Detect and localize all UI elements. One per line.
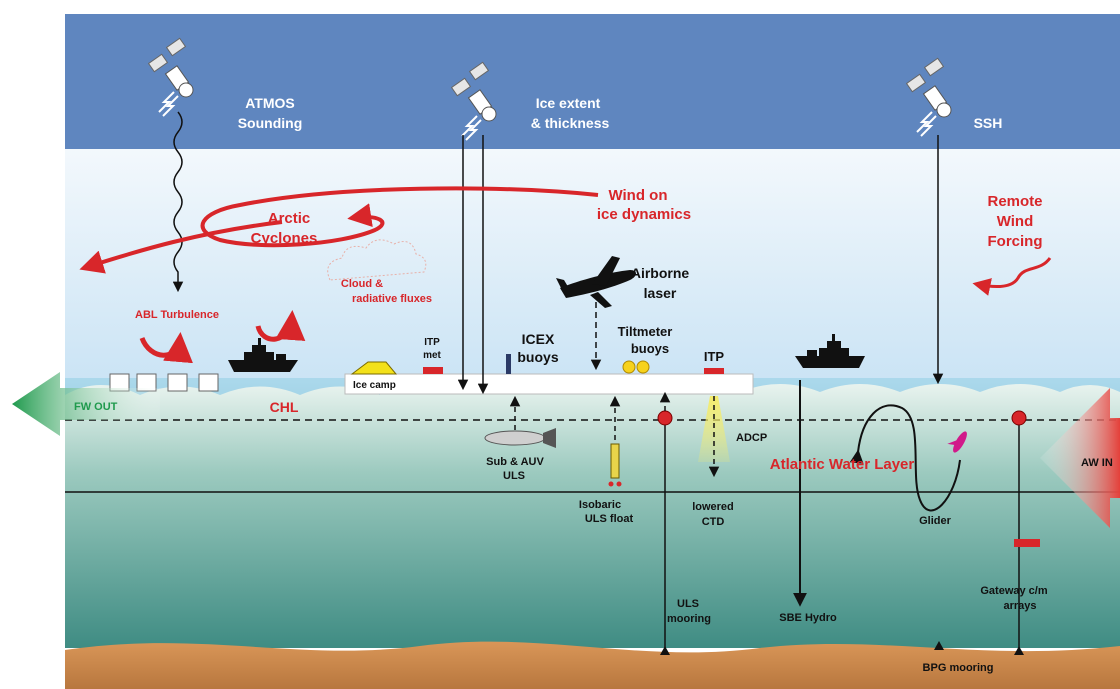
ice-floe: [344, 373, 754, 395]
arctic-cyclones-label: Arctic: [268, 210, 311, 227]
isobaric-label: ULS float: [585, 513, 634, 525]
current-meter: [1014, 539, 1040, 547]
airplane-icon: [556, 256, 636, 308]
itp-met-label: met: [423, 350, 441, 361]
abl-turbulence-label: ABL Turbulence: [135, 309, 219, 321]
cloud-outline: [327, 239, 427, 281]
cyclone-outflow-arrow: [79, 220, 283, 274]
uls-mooring-label: mooring: [667, 613, 711, 625]
remote-wind-arrow: [972, 257, 1052, 296]
remote-wind-label: Forcing: [988, 233, 1043, 250]
ice-extent-label: Ice extent: [536, 95, 601, 111]
isobaric-label: Isobaric: [579, 499, 621, 511]
glider-icon: [947, 431, 967, 453]
remote-wind-label: Remote: [987, 193, 1042, 210]
cloud-label: radiative fluxes: [352, 293, 432, 305]
adcp-beam: [698, 396, 730, 462]
wind-on-ice-label: Wind on: [608, 187, 667, 204]
bpg-mooring-marker: [934, 641, 944, 650]
icex-buoy-marker: [506, 354, 511, 374]
abl-turbulence-arrow: [255, 310, 306, 342]
seafloor: [65, 641, 1120, 689]
atmos-label: ATMOS: [245, 95, 295, 111]
submarine-icon: [484, 428, 556, 448]
atmos-sounding-beam: [172, 111, 184, 293]
isobaric-float-icon: [608, 443, 622, 487]
abl-turbulence-arrow: [139, 332, 193, 364]
aw-in-label: AW IN: [1081, 457, 1113, 469]
tent-icon: [350, 361, 398, 375]
gateway-label: Gateway c/m: [980, 585, 1047, 597]
itp-met-label: ITP: [424, 337, 440, 348]
anchor-icon: [1014, 646, 1024, 655]
ocean: [65, 378, 1120, 648]
sub-auv-label: ULS: [503, 470, 525, 482]
atlantic-water-label: Atlantic Water Layer: [770, 456, 915, 473]
atmos-label: Sounding: [238, 115, 303, 131]
surface-waves-right: [740, 378, 1120, 392]
itp-marker: [704, 368, 724, 374]
itp-met-marker: [423, 367, 443, 374]
tiltmeter-buoy: [636, 360, 650, 374]
adcp-label: ADCP: [736, 432, 767, 444]
glider-label: Glider: [919, 515, 952, 527]
uls-mooring-label: ULS: [677, 598, 699, 610]
fw-out-arrow: [12, 372, 160, 436]
ssh-label: SSH: [974, 115, 1003, 131]
bpg-mooring-label: BPG mooring: [923, 662, 994, 674]
wind-on-ice-label: ice dynamics: [597, 206, 691, 223]
tiltmeter-label: Tiltmeter: [618, 324, 673, 339]
airborne-label: Airborne: [631, 265, 690, 281]
remote-wind-label: Wind: [997, 213, 1034, 230]
tiltmeter-buoy: [622, 360, 636, 374]
aw-in-arrow: [1040, 388, 1120, 528]
chl-label: CHL: [270, 399, 299, 415]
icex-label: buoys: [517, 349, 558, 365]
fw-out-label: FW OUT: [74, 401, 118, 413]
lowered-ctd-label: lowered: [692, 501, 734, 513]
ice-extent-label: & thickness: [531, 115, 610, 131]
cloud-label: Cloud &: [341, 278, 383, 290]
lowered-ctd-label: CTD: [702, 516, 725, 528]
ice-block: [167, 373, 188, 392]
sub-auv-label: Sub & AUV: [486, 456, 544, 468]
gateway-label: arrays: [1003, 600, 1036, 612]
wind-on-ice-arrow: [200, 186, 599, 248]
airborne-label: laser: [644, 285, 677, 301]
sbe-hydro-label: SBE Hydro: [779, 612, 837, 624]
ice-camp-label: Ice camp: [353, 380, 396, 391]
arctic-cyclones-label: Cyclones: [251, 230, 318, 247]
uls-mooring-float: [657, 410, 673, 426]
icex-label: ICEX: [522, 331, 555, 347]
itp-label: ITP: [704, 349, 725, 364]
sky-band: [65, 14, 1120, 149]
tiltmeter-label: buoys: [631, 341, 669, 356]
anchor-icon: [660, 646, 670, 655]
atmosphere: [65, 149, 1120, 379]
gateway-mooring-float: [1011, 410, 1027, 426]
glider-path: [849, 404, 961, 512]
ice-block: [198, 373, 219, 392]
